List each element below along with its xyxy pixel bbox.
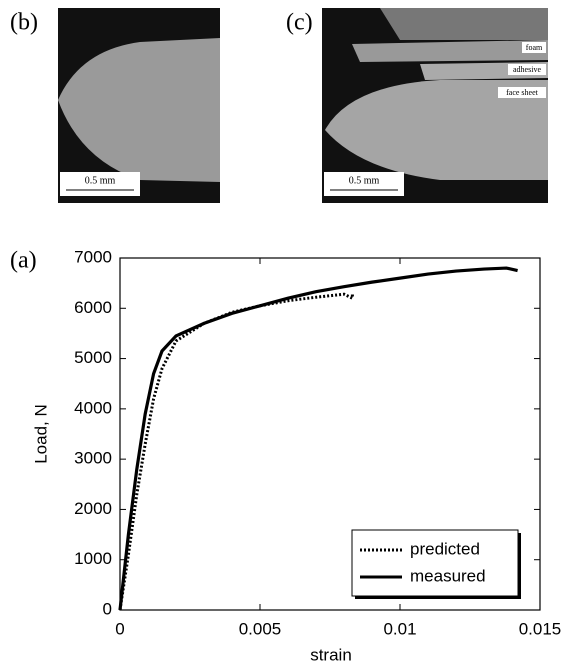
y-axis-label: Load, N xyxy=(31,404,50,464)
x-tick-label: 0.01 xyxy=(383,619,416,638)
y-tick-label: 3000 xyxy=(74,449,112,468)
panel-label: (c) xyxy=(286,10,313,36)
legend-label: predicted xyxy=(410,539,480,558)
y-tick-label: 0 xyxy=(103,599,112,618)
x-axis-label: strain xyxy=(310,645,352,664)
foam-region xyxy=(380,8,548,40)
x-tick-label: 0.015 xyxy=(519,619,562,638)
y-tick-label: 6000 xyxy=(74,298,112,317)
y-tick-label: 7000 xyxy=(74,247,112,266)
figure: (b) 0.5 mm (c) foam adhesive face sheet … xyxy=(0,0,566,667)
panel-label: (a) xyxy=(10,248,37,274)
panel-label: (b) xyxy=(10,10,38,36)
layer-label: face sheet xyxy=(506,88,539,97)
x-tick-label: 0 xyxy=(115,619,124,638)
layer-label: foam xyxy=(526,43,543,52)
series-line xyxy=(120,293,352,610)
x-tick-label: 0.005 xyxy=(239,619,282,638)
y-tick-label: 5000 xyxy=(74,348,112,367)
scale-label: 0.5 mm xyxy=(85,175,116,186)
y-tick-label: 4000 xyxy=(74,398,112,417)
layer-label: adhesive xyxy=(513,65,541,74)
y-tick-label: 1000 xyxy=(74,549,112,568)
scale-label: 0.5 mm xyxy=(349,175,380,186)
y-tick-label: 2000 xyxy=(74,499,112,518)
legend-label: measured xyxy=(410,566,486,585)
